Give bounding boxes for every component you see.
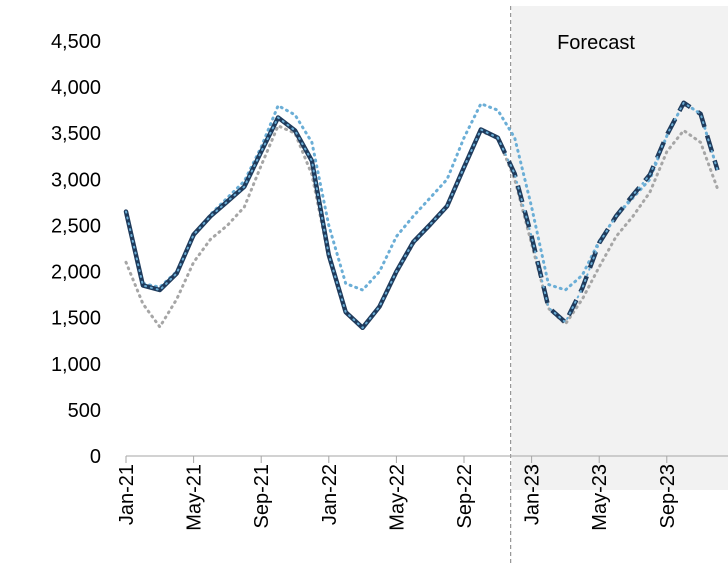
y-tick-label: 1,500 — [51, 308, 101, 330]
forecast-label: Forecast — [557, 32, 635, 54]
x-axis: Jan-21 May-21 Sep-21 Jan-22 May-22 Sep-22 Jan-… — [116, 455, 728, 531]
x-tick-label: May-22 — [386, 464, 408, 531]
series-line-main-overlay — [125, 116, 499, 329]
y-tick-label: 4,000 — [51, 77, 101, 99]
x-tick-label: Sep-22 — [454, 464, 476, 529]
x-tick-label: Sep-21 — [251, 464, 273, 529]
series-line-light-blue — [124, 101, 719, 292]
y-tick-label: 3,500 — [51, 123, 101, 145]
y-tick-label: 2,500 — [51, 215, 101, 237]
x-tick-label: May-21 — [184, 464, 206, 531]
y-tick-label: 3,000 — [51, 169, 101, 191]
x-tick-label: May-23 — [589, 464, 611, 531]
y-tick-label: 0 — [90, 446, 101, 468]
y-tick-label: 500 — [68, 400, 101, 422]
y-tick-label: 2,000 — [51, 262, 101, 284]
x-tick-label: Jan-22 — [319, 464, 341, 525]
y-tick-label: 4,500 — [51, 31, 101, 53]
series-line-main-forecast-overlay — [496, 101, 719, 324]
x-tick-label: Jan-21 — [116, 464, 138, 525]
series-layer — [123, 100, 720, 331]
x-tick-label: Sep-23 — [657, 464, 679, 529]
y-axis-ticks: 0 500 1,000 1,500 2,000 2,500 3,000 3,500 4,000 4… — [51, 31, 101, 468]
y-tick-label: 1,000 — [51, 354, 101, 376]
forecast-shaded-region — [511, 6, 728, 490]
x-tick-label: Jan-23 — [522, 464, 544, 525]
